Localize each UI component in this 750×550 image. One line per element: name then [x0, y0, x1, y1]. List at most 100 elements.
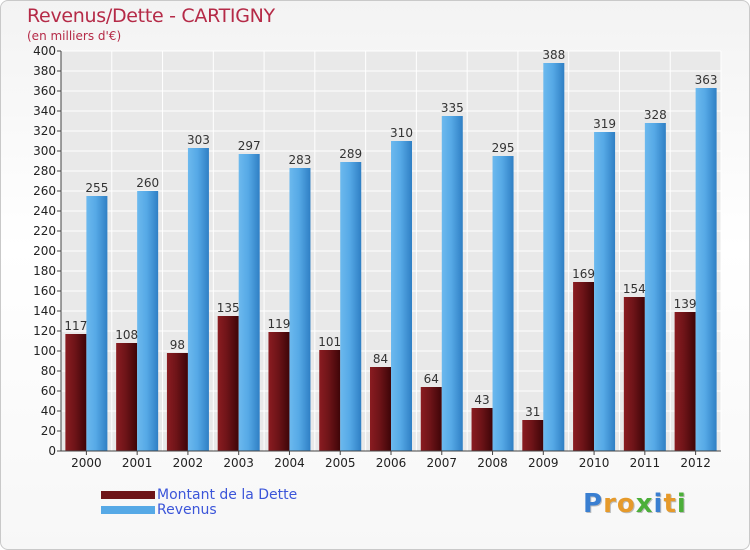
legend-item-revenue: Revenus [101, 501, 297, 518]
legend-label-debt: Montant de la Dette [157, 486, 298, 503]
data-label-debt: 108 [115, 328, 138, 342]
bar-debt [319, 350, 341, 451]
data-label-debt: 117 [64, 319, 87, 333]
logo-letter: P [583, 489, 604, 519]
bar-debt [522, 420, 544, 451]
y-tick-label: 20 [41, 424, 56, 438]
data-label-debt: 139 [674, 297, 697, 311]
y-tick-label: 120 [33, 324, 56, 338]
bar-revenue [238, 154, 260, 451]
logo-letter: x [635, 489, 654, 519]
y-tick-label: 360 [33, 84, 56, 98]
y-tick-label: 400 [33, 44, 56, 58]
y-tick-label: 140 [33, 304, 56, 318]
x-tick-label: 2002 [173, 456, 204, 470]
x-tick-label: 2003 [223, 456, 254, 470]
x-tick-label: 2009 [528, 456, 559, 470]
bar-debt [217, 316, 239, 451]
x-tick-label: 2006 [376, 456, 407, 470]
legend-label-revenue: Revenus [157, 501, 217, 518]
y-tick-label: 220 [33, 224, 56, 238]
y-tick-label: 40 [41, 404, 56, 418]
bar-revenue [543, 63, 565, 451]
proxiti-logo: Proxiti [583, 489, 687, 519]
y-tick-label: 200 [33, 244, 56, 258]
x-tick-label: 2007 [426, 456, 457, 470]
data-label-debt: 98 [170, 338, 185, 352]
bar-debt [471, 408, 493, 451]
chart-title: Revenus/Dette - CARTIGNY [27, 5, 275, 27]
bar-debt [370, 367, 391, 451]
bar-revenue [187, 148, 209, 451]
x-tick-label: 2004 [274, 456, 305, 470]
data-label-revenue: 335 [441, 101, 464, 115]
data-label-revenue: 328 [644, 108, 667, 122]
bar-revenue [644, 123, 666, 451]
bar-debt [116, 343, 138, 451]
legend-swatch-debt [101, 490, 155, 499]
data-label-revenue: 255 [85, 181, 108, 195]
bar-revenue [695, 88, 717, 451]
y-tick-label: 280 [33, 164, 56, 178]
bar-revenue [391, 141, 412, 451]
data-label-revenue: 283 [289, 153, 312, 167]
data-label-debt: 43 [474, 393, 489, 407]
data-label-debt: 31 [525, 405, 540, 419]
y-tick-label: 300 [33, 144, 56, 158]
x-tick-label: 2010 [579, 456, 610, 470]
data-label-debt: 169 [572, 267, 595, 281]
x-tick-label: 2012 [680, 456, 711, 470]
y-tick-label: 160 [33, 284, 56, 298]
bar-debt [623, 297, 645, 451]
bar-debt [65, 334, 87, 451]
logo-letter: o [616, 489, 636, 519]
x-tick-label: 2001 [122, 456, 153, 470]
data-label-revenue: 388 [542, 48, 565, 62]
bar-revenue [492, 156, 514, 451]
logo-letter: t [663, 489, 677, 519]
legend-swatch-revenue [101, 505, 155, 514]
x-tick-label: 2008 [477, 456, 508, 470]
data-label-debt: 64 [424, 372, 439, 386]
bar-revenue [289, 168, 311, 451]
bar-revenue [441, 116, 463, 451]
data-label-debt: 135 [217, 301, 240, 315]
y-tick-label: 380 [33, 64, 56, 78]
data-label-debt: 84 [373, 352, 388, 366]
data-label-revenue: 319 [593, 117, 616, 131]
bar-debt [268, 332, 290, 451]
chart-subtitle: (en milliers d'€) [27, 29, 122, 43]
bar-revenue [340, 162, 362, 451]
y-tick-label: 80 [41, 364, 56, 378]
legend: Montant de la Dette Revenus [101, 486, 298, 518]
data-label-debt: 154 [623, 282, 646, 296]
bar-debt [573, 282, 595, 451]
y-tick-label: 260 [33, 184, 56, 198]
logo-letter: r [603, 489, 617, 519]
y-tick-label: 240 [33, 204, 56, 218]
data-label-revenue: 295 [492, 141, 515, 155]
x-tick-label: 2011 [630, 456, 661, 470]
data-label-debt: 119 [268, 317, 291, 331]
y-tick-label: 100 [33, 344, 56, 358]
data-label-revenue: 297 [238, 139, 261, 153]
y-tick-label: 180 [33, 264, 56, 278]
bar-revenue [594, 132, 616, 451]
bar-revenue [137, 191, 159, 451]
data-label-revenue: 260 [136, 176, 159, 190]
legend-item-debt: Montant de la Dette [101, 486, 298, 503]
data-label-revenue: 289 [339, 147, 362, 161]
logo-letter: i [653, 489, 664, 519]
bar-debt [674, 312, 696, 451]
y-tick-label: 320 [33, 124, 56, 138]
bar-debt [166, 353, 188, 451]
data-label-revenue: 303 [187, 133, 210, 147]
data-label-debt: 101 [318, 335, 341, 349]
data-label-revenue: 310 [390, 126, 413, 140]
y-tick-label: 0 [48, 444, 56, 458]
bar-revenue [86, 196, 108, 451]
data-label-revenue: 363 [695, 73, 718, 87]
bar-debt [420, 387, 442, 451]
